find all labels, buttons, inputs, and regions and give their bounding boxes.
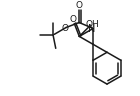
Text: OH: OH: [85, 20, 99, 29]
Text: O: O: [76, 1, 83, 10]
Text: O: O: [62, 24, 69, 33]
Text: O: O: [70, 15, 77, 24]
Text: N: N: [88, 24, 96, 34]
